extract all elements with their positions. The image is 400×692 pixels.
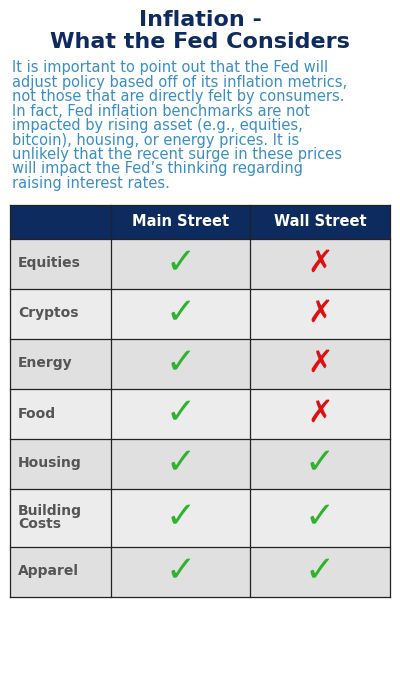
Text: Food: Food: [18, 406, 56, 421]
Text: adjust policy based off of its inflation metrics,: adjust policy based off of its inflation…: [12, 75, 347, 89]
Text: raising interest rates.: raising interest rates.: [12, 176, 170, 191]
Bar: [10, 338, 390, 388]
Text: In fact, Fed inflation benchmarks are not: In fact, Fed inflation benchmarks are no…: [12, 104, 310, 118]
Text: ✓: ✓: [166, 554, 196, 588]
Text: Housing: Housing: [18, 457, 82, 471]
Text: Main Street: Main Street: [132, 214, 229, 229]
Bar: [10, 239, 390, 289]
Text: ✓: ✓: [305, 554, 335, 588]
Text: ✓: ✓: [166, 397, 196, 430]
Text: ✗: ✗: [308, 299, 333, 328]
Text: ✓: ✓: [166, 500, 196, 534]
Bar: [10, 388, 390, 439]
Text: ✗: ✗: [308, 399, 333, 428]
Text: Building: Building: [18, 504, 82, 518]
Text: ✗: ✗: [308, 349, 333, 378]
Text: will impact the Fed’s thinking regarding: will impact the Fed’s thinking regarding: [12, 161, 303, 176]
Bar: [10, 205, 390, 239]
Text: Inflation -: Inflation -: [138, 10, 262, 30]
Text: Wall Street: Wall Street: [274, 214, 366, 229]
Bar: [10, 439, 390, 489]
Text: Energy: Energy: [18, 356, 73, 370]
Text: It is important to point out that the Fed will: It is important to point out that the Fe…: [12, 60, 328, 75]
Bar: [10, 489, 390, 547]
Text: Apparel: Apparel: [18, 565, 79, 579]
Text: ✓: ✓: [305, 500, 335, 534]
Bar: [10, 547, 390, 597]
Text: ✓: ✓: [166, 246, 196, 280]
Text: impacted by rising asset (e.g., equities,: impacted by rising asset (e.g., equities…: [12, 118, 303, 133]
Text: ✓: ✓: [166, 446, 196, 480]
Text: What the Fed Considers: What the Fed Considers: [50, 32, 350, 52]
Text: Equities: Equities: [18, 257, 81, 271]
Text: unlikely that the recent surge in these prices: unlikely that the recent surge in these …: [12, 147, 342, 162]
Text: Costs: Costs: [18, 518, 61, 531]
Text: ✓: ✓: [166, 296, 196, 331]
Text: not those that are directly felt by consumers.: not those that are directly felt by cons…: [12, 89, 344, 104]
Text: Cryptos: Cryptos: [18, 307, 78, 320]
Text: ✓: ✓: [166, 347, 196, 381]
Text: ✓: ✓: [305, 446, 335, 480]
Text: bitcoin), housing, or energy prices. It is: bitcoin), housing, or energy prices. It …: [12, 132, 299, 147]
Bar: [10, 289, 390, 338]
Text: ✗: ✗: [308, 249, 333, 278]
